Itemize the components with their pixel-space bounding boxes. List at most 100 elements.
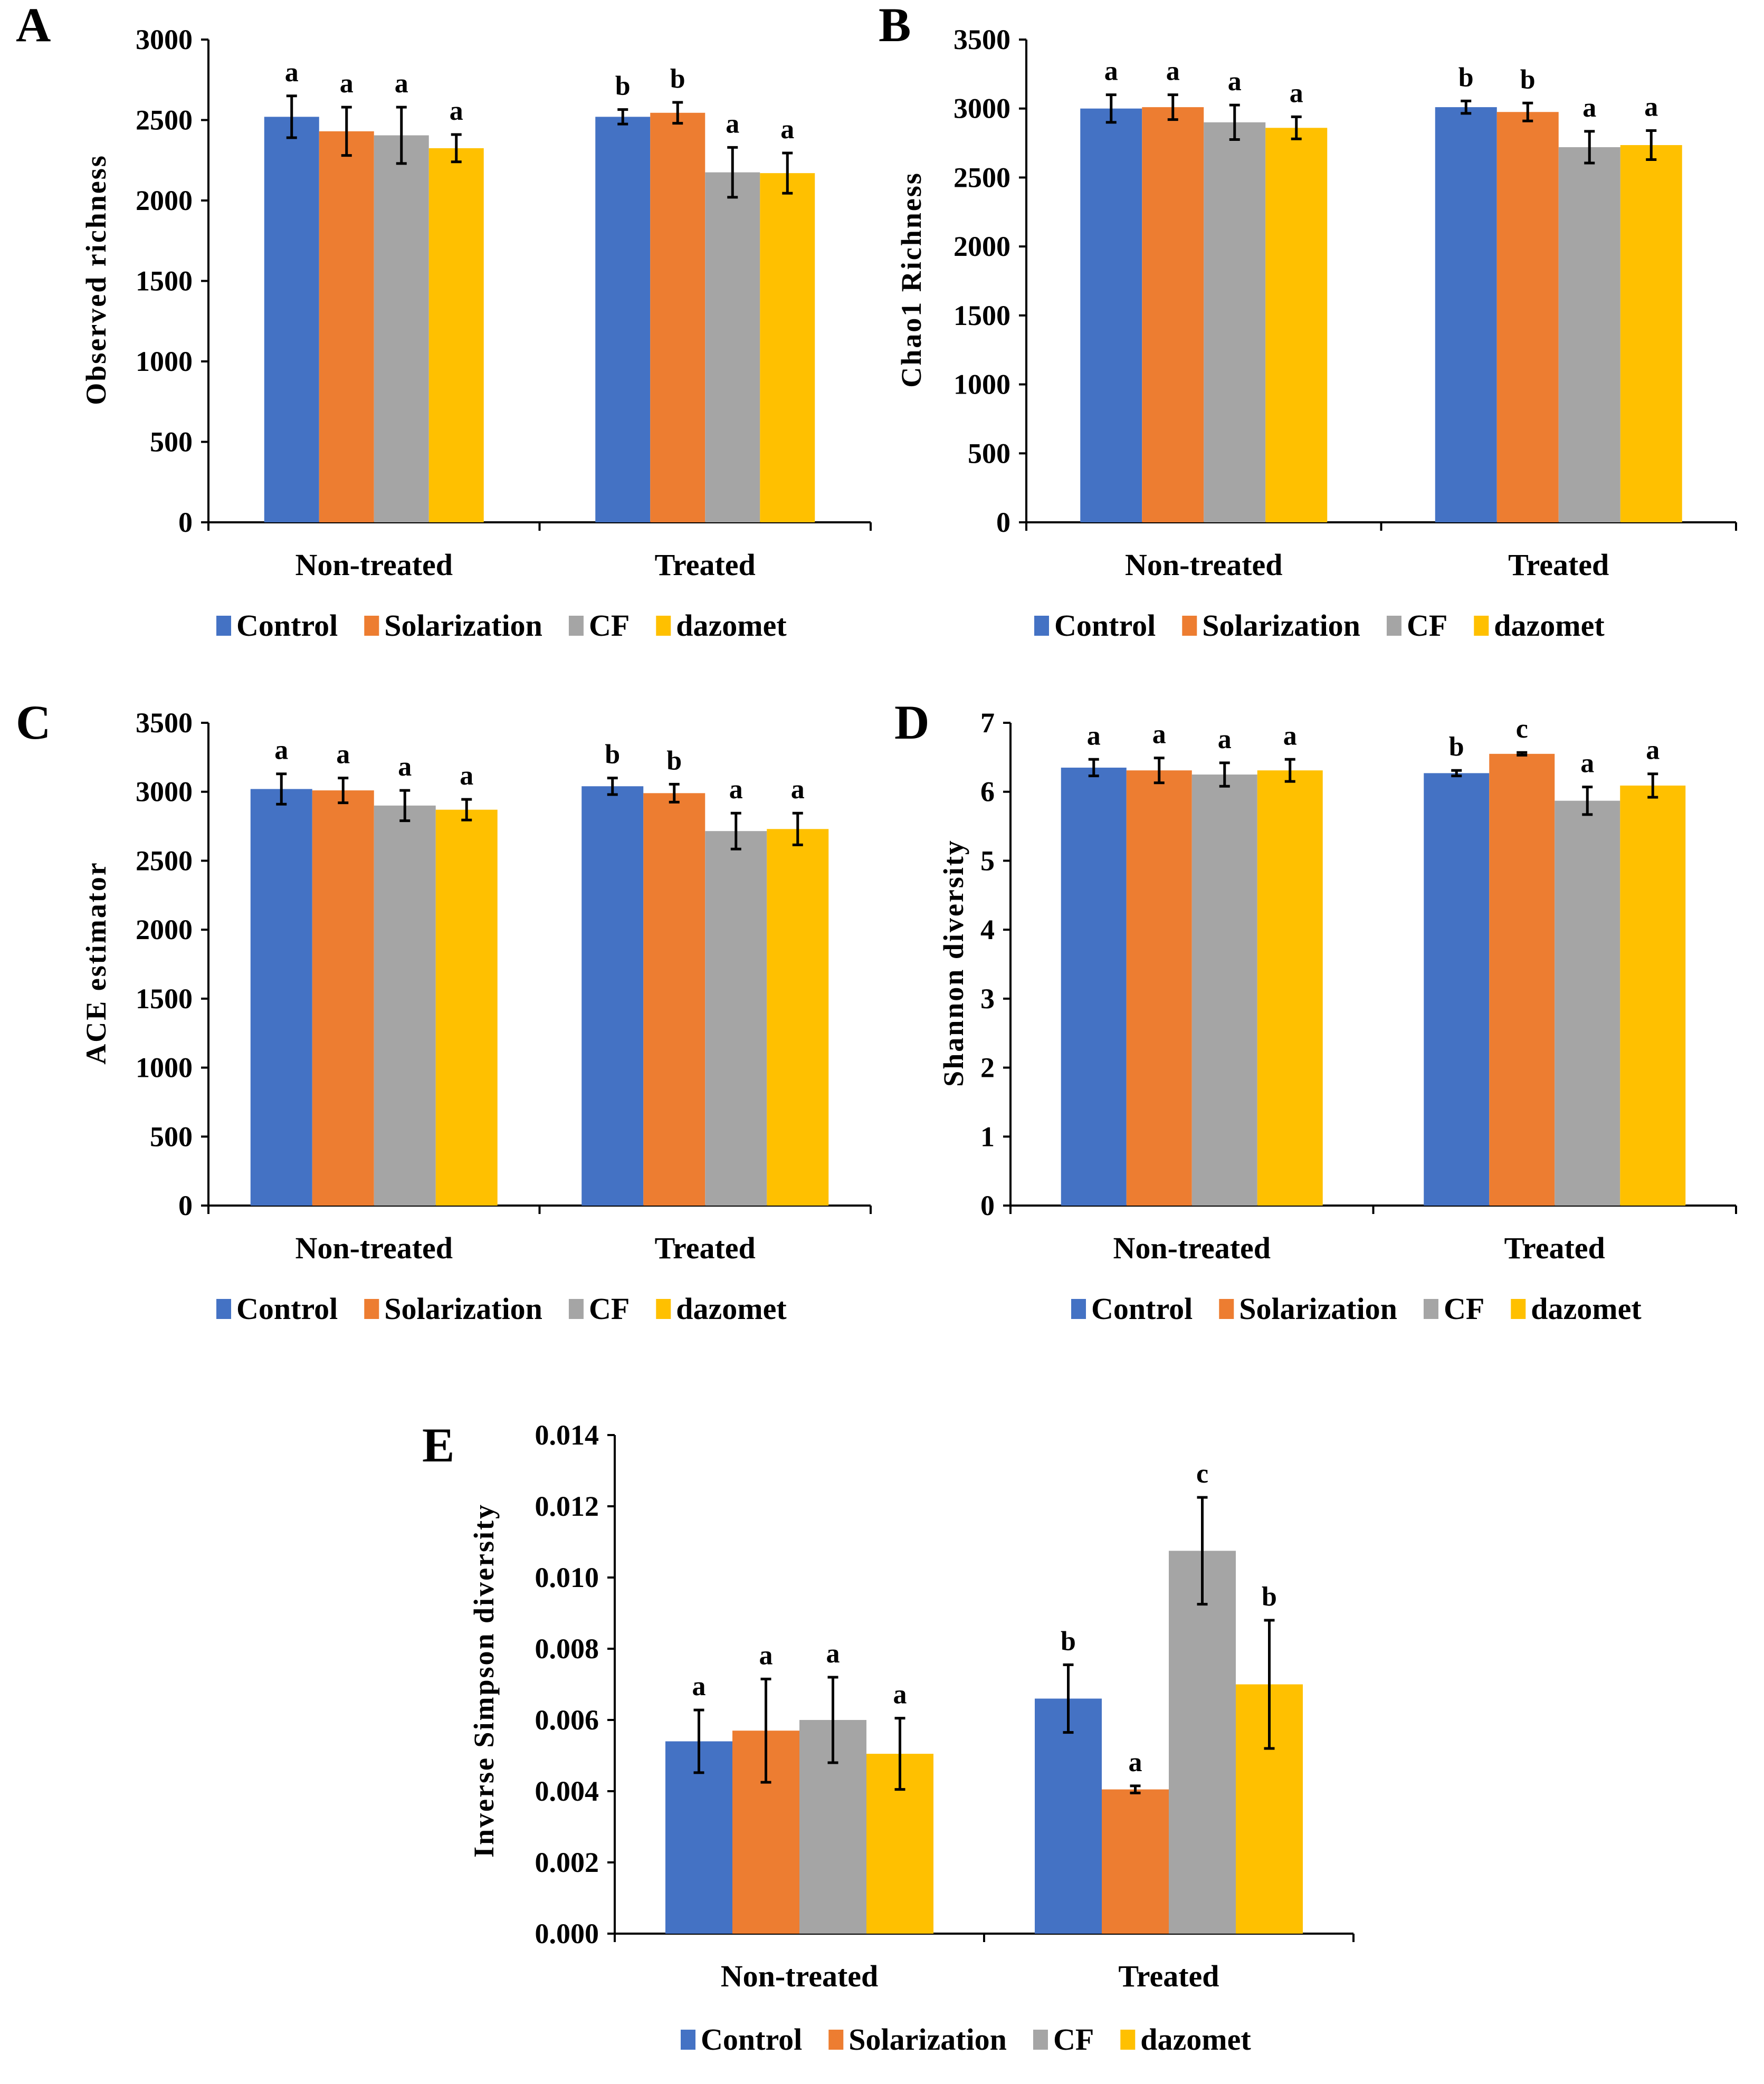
significance-letter: a [450, 96, 463, 126]
significance-letter: a [398, 752, 412, 782]
y-tick-label: 0 [178, 506, 193, 538]
bar-cf-treated [1558, 147, 1620, 522]
panel-letter: A [16, 0, 51, 52]
legend: Control Solarization CF dazomet [216, 608, 787, 643]
legend-swatch-dazomet [656, 1299, 671, 1319]
bar-cf-treated [1555, 800, 1620, 1206]
y-axis-label: Chao1 Richness [895, 171, 927, 388]
y-tick-label: 3000 [136, 24, 193, 55]
legend-swatch-control [1034, 616, 1049, 636]
significance-letter: a [791, 775, 805, 805]
bar-cf-non-treated [374, 805, 436, 1206]
significance-letter: a [729, 775, 743, 805]
x-category-label: Treated [655, 1231, 756, 1265]
y-tick-label: 1500 [136, 265, 193, 297]
legend-swatch-cf [568, 1299, 584, 1319]
bar-cf-non-treated [1204, 122, 1266, 522]
significance-letter: a [1646, 735, 1660, 766]
bar-solarization-treated [1496, 112, 1559, 522]
x-category-label: Treated [1118, 1959, 1219, 1993]
y-tick-label: 0.012 [535, 1490, 599, 1522]
y-tick-label: 1000 [136, 1052, 193, 1084]
legend-label-dazomet: dazomet [676, 608, 787, 643]
significance-letter: b [1458, 62, 1474, 92]
legend-swatch-dazomet [1511, 1299, 1526, 1319]
significance-letter: a [1129, 1747, 1142, 1777]
y-tick-label: 2000 [136, 185, 193, 216]
y-tick-label: 2500 [136, 104, 193, 136]
legend-swatch-solarization [1182, 616, 1197, 636]
significance-letter: b [605, 740, 620, 770]
y-tick-label: 500 [150, 1121, 193, 1152]
significance-letter: b [1061, 1626, 1076, 1656]
bar-cf-non-treated [1191, 775, 1257, 1206]
legend: Control Solarization CF dazomet [1071, 1292, 1642, 1326]
significance-letter: b [666, 745, 682, 776]
legend-label-cf: CF [1407, 608, 1447, 643]
y-tick-label: 0.004 [535, 1775, 599, 1807]
bar-cf-non-treated [374, 135, 429, 523]
panel-a: A Observed richness 0 500 1000 1500 2000 2500 30… [16, 0, 872, 643]
legend-label-control: Control [1091, 1292, 1193, 1326]
legend-swatch-cf [1386, 616, 1401, 636]
bar-solarization-non-treated [319, 131, 374, 523]
legend-label-cf: CF [589, 1292, 630, 1326]
legend-label-solarization: Solarization [848, 2022, 1007, 2057]
legend-label-control: Control [236, 608, 338, 643]
legend-label-solarization: Solarization [384, 1292, 542, 1326]
significance-letter: a [1228, 66, 1242, 97]
bar-control-treated [1424, 773, 1490, 1206]
legend-swatch-cf [1033, 2030, 1048, 2050]
y-tick-label: 3000 [953, 93, 1010, 125]
significance-letter: a [285, 58, 299, 88]
y-tick-label: 500 [150, 426, 193, 458]
significance-letter: a [1283, 721, 1297, 751]
legend-swatch-dazomet [1120, 2030, 1136, 2050]
bar-control-treated [1035, 1698, 1102, 1934]
bar-control-non-treated [264, 117, 319, 522]
bar-solarization-treated [643, 793, 705, 1206]
significance-letter: a [1087, 721, 1101, 751]
legend-label-cf: CF [1444, 1292, 1484, 1326]
bar-dazomet-treated [760, 173, 815, 522]
bar-control-treated [581, 786, 644, 1206]
y-tick-label: 0.014 [535, 1419, 599, 1451]
y-tick-label: 3000 [136, 776, 193, 808]
panel-letter: C [16, 695, 51, 749]
legend: Control Solarization CF dazomet [216, 1292, 787, 1326]
significance-letter: c [1196, 1459, 1208, 1489]
x-category-label: Treated [1504, 1231, 1605, 1265]
bar-solarization-treated [650, 112, 705, 522]
legend-swatch-control [681, 2030, 695, 2050]
legend-swatch-cf [568, 616, 584, 636]
significance-letter: a [336, 740, 350, 770]
significance-letter: a [692, 1671, 706, 1701]
bar-dazomet-non-treated [1265, 128, 1328, 523]
bar-control-treated [1435, 107, 1497, 523]
y-axis-label: Observed richness [80, 154, 112, 405]
x-category-label: Non-treated [1113, 1231, 1271, 1265]
x-category-label: Non-treated [295, 1231, 453, 1265]
panel-letter: D [894, 695, 929, 749]
y-tick-label: 0 [178, 1190, 193, 1221]
legend-swatch-control [216, 616, 231, 636]
legend-label-solarization: Solarization [384, 608, 542, 643]
significance-letter: a [1218, 724, 1232, 754]
legend-swatch-control [216, 1299, 231, 1319]
legend-label-solarization: Solarization [1202, 608, 1360, 643]
y-tick-label: 0.006 [535, 1704, 599, 1736]
y-tick-label: 0.000 [535, 1918, 599, 1949]
y-tick-label: 500 [968, 437, 1010, 469]
bar-dazomet-treated [1620, 785, 1686, 1206]
y-tick-label: 0.002 [535, 1847, 599, 1878]
bar-control-treated [595, 117, 651, 522]
y-tick-label: 1 [980, 1121, 995, 1152]
y-tick-label: 2500 [953, 161, 1010, 193]
legend-label-dazomet: dazomet [1140, 2022, 1251, 2057]
panel-b: B Chao1 Richness 0 500 1000 1500 2000 2500 3000 3… [879, 0, 1737, 643]
bar-control-non-treated [1080, 108, 1142, 522]
bar-dazomet-treated [1620, 145, 1682, 522]
x-category-label: Non-treated [295, 548, 453, 582]
y-tick-label: 1500 [953, 300, 1010, 331]
y-axis-label: ACE estimator [80, 861, 112, 1064]
